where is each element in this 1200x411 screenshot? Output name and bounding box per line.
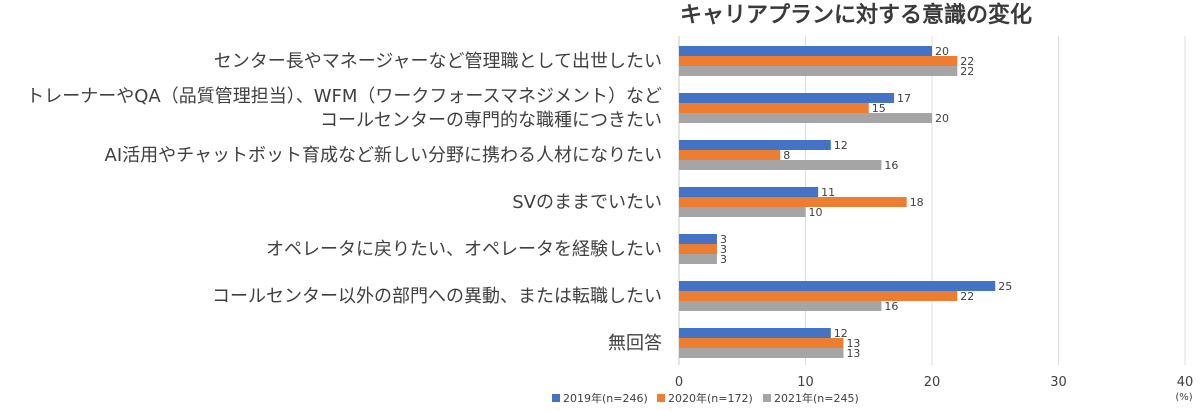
- bar: [679, 328, 831, 338]
- category-label: センター長やマネージャーなど管理職として出世したい: [214, 51, 662, 72]
- bar: [679, 301, 882, 311]
- bar: [679, 197, 907, 207]
- x-tick-label: 10: [797, 375, 814, 390]
- data-label: 15: [872, 102, 886, 115]
- bar: [679, 234, 717, 244]
- data-label: 11: [821, 186, 835, 199]
- data-label: 13: [846, 347, 860, 360]
- x-tick-label: 40: [1177, 375, 1194, 390]
- category-label: 無回答: [608, 333, 662, 354]
- data-label: 3: [720, 243, 727, 256]
- legend: 2019年(n=246) 2020年(n=172) 2021年(n=245): [552, 391, 859, 405]
- category-labels: センター長やマネージャーなど管理職として出世したいトレーナーやQA（品質管理担当…: [26, 51, 662, 354]
- chart-title: キャリアプランに対する意識の変化: [680, 2, 1032, 28]
- bar: [679, 207, 806, 217]
- category-label: コールセンター以外の部門への異動、または転職したい: [212, 286, 662, 307]
- data-label: 17: [897, 92, 911, 105]
- x-axis-ticks: 0 10 20 30 40: [675, 375, 1193, 390]
- bar: [679, 187, 819, 197]
- category-label: コールセンターの専門的な職種につきたい: [320, 110, 662, 131]
- data-label: 22: [960, 290, 974, 303]
- category-label: SVのままでいたい: [512, 192, 662, 213]
- data-label: 20: [935, 112, 949, 125]
- bar: [679, 291, 958, 301]
- bar: [679, 93, 895, 103]
- data-label: 3: [720, 233, 727, 246]
- bar: [679, 113, 932, 123]
- data-label: 20: [935, 45, 949, 58]
- bar: [679, 150, 781, 160]
- data-label: 16: [884, 300, 898, 313]
- bar: [679, 160, 882, 170]
- data-label: 22: [960, 65, 974, 78]
- bar: [679, 348, 844, 358]
- category-label: トレーナーやQA（品質管理担当）、WFM（ワークフォースマネジメント）など: [26, 86, 662, 107]
- data-label: 12: [834, 139, 848, 152]
- bar: [679, 338, 844, 348]
- data-label: 10: [809, 206, 823, 219]
- legend-label: 2019年(n=246): [563, 391, 648, 405]
- data-label: 22: [960, 55, 974, 68]
- category-label: AI活用やチャットボット育成など新しい分野に携わる人材になりたい: [105, 145, 662, 166]
- data-label: 8: [783, 149, 790, 162]
- legend-swatch: [552, 394, 560, 402]
- data-label: 12: [834, 327, 848, 340]
- data-label: 16: [884, 159, 898, 172]
- bar: [679, 254, 717, 264]
- data-label: 13: [846, 337, 860, 350]
- x-tick-label: 0: [675, 375, 683, 390]
- bar: [679, 103, 869, 113]
- x-tick-label: 30: [1050, 375, 1067, 390]
- x-tick-label: 20: [924, 375, 941, 390]
- legend-swatch: [763, 394, 771, 402]
- category-label: オペレータに戻りたい、オペレータを経験したい: [266, 239, 662, 260]
- data-label: 25: [998, 280, 1012, 293]
- legend-swatch: [657, 394, 665, 402]
- x-axis-unit: (%): [1175, 392, 1192, 403]
- legend-label: 2021年(n=245): [774, 391, 859, 405]
- bar: [679, 140, 831, 150]
- data-label: 3: [720, 253, 727, 266]
- data-label: 18: [910, 196, 924, 209]
- bar: [679, 281, 996, 291]
- bar: [679, 66, 958, 76]
- bar: [679, 244, 717, 254]
- bar: [679, 46, 932, 56]
- legend-label: 2020年(n=172): [668, 391, 753, 405]
- bar: [679, 56, 958, 66]
